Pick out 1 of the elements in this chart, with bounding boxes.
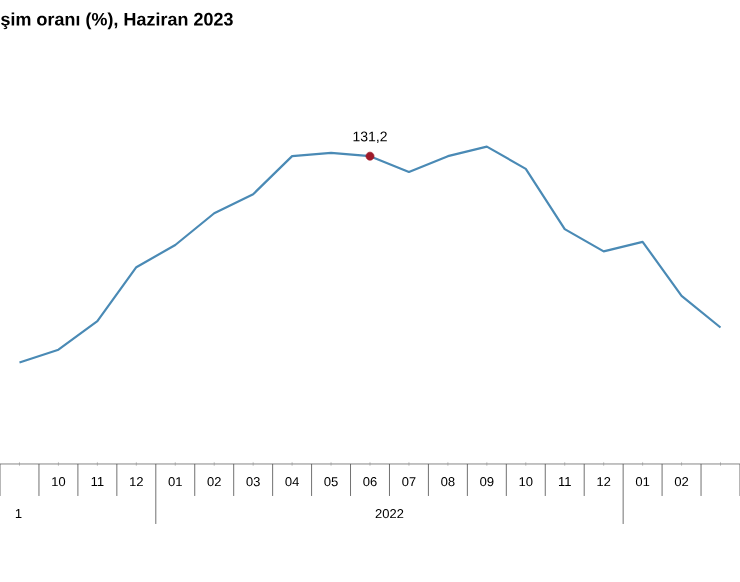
chart-title: şim oranı (%), Haziran 2023 bbox=[1, 12, 233, 30]
